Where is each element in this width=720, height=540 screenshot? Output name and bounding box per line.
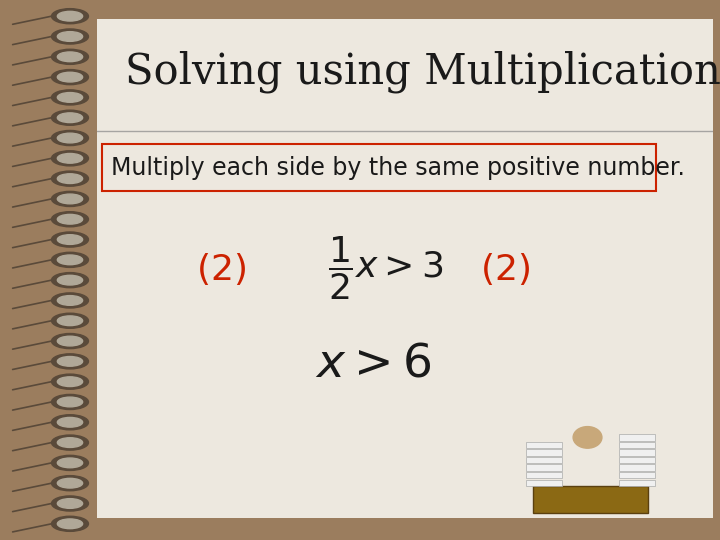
Ellipse shape [58,92,83,102]
FancyBboxPatch shape [526,442,562,448]
Ellipse shape [52,191,89,206]
Ellipse shape [52,455,89,470]
FancyBboxPatch shape [526,464,562,471]
Ellipse shape [52,394,89,409]
Ellipse shape [58,336,83,346]
Ellipse shape [58,498,83,508]
Ellipse shape [58,174,83,184]
Ellipse shape [58,438,83,448]
Ellipse shape [52,293,89,308]
Ellipse shape [52,151,89,166]
Ellipse shape [58,275,83,285]
Ellipse shape [52,9,89,24]
FancyBboxPatch shape [526,480,562,486]
FancyBboxPatch shape [619,449,655,456]
Ellipse shape [58,235,83,245]
Ellipse shape [52,374,89,389]
Ellipse shape [58,214,83,224]
Ellipse shape [58,458,83,468]
Text: $\dfrac{1}{2}x>3$: $\dfrac{1}{2}x>3$ [328,235,443,302]
FancyBboxPatch shape [619,464,655,471]
Ellipse shape [58,478,83,488]
Text: $(2)$: $(2)$ [480,251,530,287]
FancyBboxPatch shape [619,472,655,478]
Ellipse shape [58,32,83,42]
Ellipse shape [58,356,83,366]
Text: Multiply each side by the same positive number.: Multiply each side by the same positive … [111,156,685,179]
Ellipse shape [58,417,83,427]
Ellipse shape [52,110,89,125]
FancyBboxPatch shape [526,457,562,463]
Ellipse shape [52,70,89,85]
Ellipse shape [52,354,89,369]
Ellipse shape [52,90,89,105]
Ellipse shape [52,313,89,328]
Ellipse shape [52,171,89,186]
FancyBboxPatch shape [619,457,655,463]
Ellipse shape [58,52,83,62]
Ellipse shape [52,212,89,227]
Ellipse shape [58,377,83,387]
Ellipse shape [52,273,89,288]
Ellipse shape [52,29,89,44]
Ellipse shape [52,516,89,531]
FancyBboxPatch shape [619,442,655,448]
Ellipse shape [58,397,83,407]
Text: $(2)$: $(2)$ [197,251,246,287]
FancyBboxPatch shape [526,472,562,478]
FancyBboxPatch shape [619,434,655,441]
Ellipse shape [58,316,83,326]
Ellipse shape [52,334,89,349]
Ellipse shape [58,153,83,163]
Ellipse shape [52,496,89,511]
Ellipse shape [58,133,83,143]
FancyBboxPatch shape [526,449,562,456]
Text: Solving using Multiplication: Solving using Multiplication [125,50,720,92]
FancyBboxPatch shape [533,486,648,513]
Ellipse shape [52,476,89,491]
Ellipse shape [58,255,83,265]
Ellipse shape [52,252,89,267]
Ellipse shape [52,415,89,430]
Ellipse shape [58,11,83,21]
Ellipse shape [52,49,89,64]
Ellipse shape [58,295,83,305]
Ellipse shape [52,232,89,247]
Circle shape [573,427,602,448]
Ellipse shape [58,72,83,82]
Ellipse shape [52,435,89,450]
Ellipse shape [58,194,83,204]
Ellipse shape [52,131,89,146]
FancyBboxPatch shape [619,480,655,486]
Ellipse shape [58,519,83,529]
Text: $x>6$: $x>6$ [315,341,431,386]
Ellipse shape [58,113,83,123]
